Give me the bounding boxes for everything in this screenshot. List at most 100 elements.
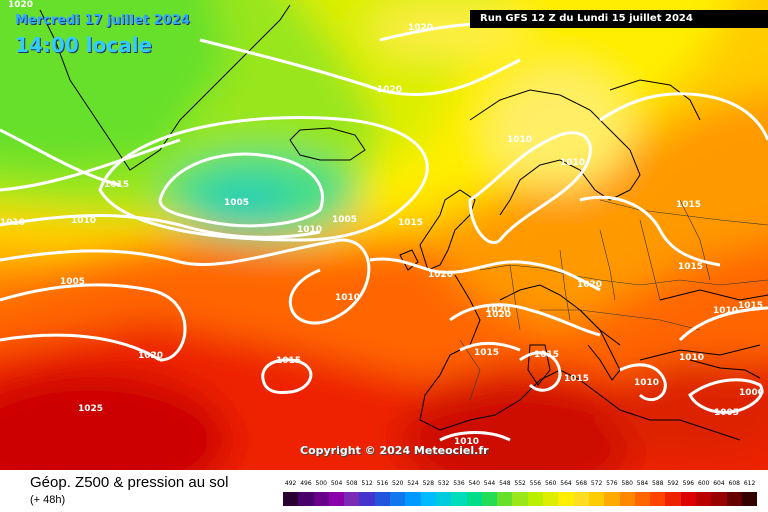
model-run-label: Run GFS 12 Z du Lundi 15 juillet 2024 [470, 10, 768, 28]
isobar-label: 1010 [507, 135, 532, 145]
isobar-labels: 1020 1020 1015 1005 1010 1005 1010 1010 … [0, 23, 764, 447]
scale-color-swatch [420, 492, 436, 506]
scale-color-swatch [634, 492, 651, 506]
isobar-label: 1020 [408, 23, 433, 33]
scale-value-label: 580 [621, 480, 633, 487]
scale-color-swatch [435, 492, 452, 506]
scale-value-label: 568 [575, 480, 588, 487]
color-scale-labels: 492 496 500 504 508 512 516 520 524 528 532 536 540 5… [283, 480, 757, 490]
scale-value-label: 524 [407, 480, 419, 487]
geopotential-field [0, 0, 768, 470]
scale-value-label: 564 [560, 480, 572, 487]
isobar-label: 1010 [454, 437, 479, 447]
scale-color-swatch [558, 492, 574, 506]
scale-value-label: 536 [453, 480, 465, 487]
scale-color-swatch [359, 492, 375, 506]
scale-value-label: 588 [652, 480, 664, 487]
isobar-label: 1015 [534, 350, 559, 360]
scale-color-swatch [741, 492, 758, 506]
isobar-label: 1000 [739, 388, 764, 398]
isobar-label: 1020 [485, 305, 510, 315]
scale-value-label: 500 [315, 480, 327, 487]
scale-value-label: 576 [606, 480, 618, 487]
map-canvas: 1020 1020 1015 1005 1010 1005 1010 1010 … [0, 0, 768, 470]
scale-color-swatch [711, 492, 727, 506]
isobar-label: 1005 [714, 408, 739, 418]
isobar-label: 1010 [679, 353, 704, 363]
scale-value-label: 504 [330, 480, 343, 487]
isobar-label: 1020 [377, 85, 402, 95]
scale-color-swatch [328, 492, 345, 506]
isobar-label: 1020 [486, 310, 511, 320]
isobar-label: 1015 [738, 301, 763, 311]
country-borders [459, 199, 768, 401]
scale-value-label: 584 [636, 480, 649, 487]
scale-color-swatch [604, 492, 620, 506]
scale-value-label: 520 [392, 480, 404, 487]
scale-value-label: 608 [728, 480, 740, 487]
isobar-label: 1015 [676, 200, 701, 210]
scale-value-label: 592 [667, 480, 679, 487]
scale-color-swatch [298, 492, 314, 506]
color-scale-bar [283, 492, 758, 506]
scale-color-swatch [390, 492, 406, 506]
scale-color-swatch [543, 492, 559, 506]
isobar-label: 1015 [104, 180, 129, 190]
scale-color-swatch [619, 492, 635, 506]
isobar-label: 1010 [71, 216, 96, 226]
legend-footer: Géop. Z500 & pression au sol (+ 48h) 492… [0, 470, 768, 512]
isobar-label: 1015 [276, 356, 301, 366]
scale-color-swatch [512, 492, 528, 506]
scale-value-label: 596 [682, 480, 695, 487]
scale-color-swatch [451, 492, 467, 506]
isobar-label: 1005 [224, 198, 249, 208]
scale-color-swatch [665, 492, 681, 506]
scale-value-label: 512 [361, 480, 373, 487]
isobar-label: 1005 [332, 215, 357, 225]
scale-value-label: 560 [544, 480, 557, 487]
isobar-label: 1005 [60, 277, 85, 287]
scale-value-label: 548 [499, 480, 511, 487]
isobar-label: 1010 [713, 306, 738, 316]
scale-value-label: 508 [346, 480, 358, 487]
scale-value-label: 572 [590, 480, 603, 487]
legend-title: Géop. Z500 & pression au sol [30, 474, 229, 491]
scale-value-label: 612 [743, 480, 756, 487]
scale-color-swatch [588, 492, 605, 506]
scale-color-swatch [481, 492, 498, 506]
scale-value-label: 492 [284, 480, 297, 487]
isobar-label: 1015 [474, 348, 499, 358]
scale-value-label: 544 [483, 480, 496, 487]
scale-color-swatch [650, 492, 666, 506]
isobar-label: 1020 [428, 270, 453, 280]
forecast-time: 14:00 locale [15, 33, 152, 57]
isobar-label: 1010 [634, 378, 659, 388]
scale-value-label: 604 [713, 480, 725, 487]
scale-color-swatch [573, 492, 589, 506]
scale-color-swatch [680, 492, 697, 506]
isobars [0, 22, 768, 442]
scale-value-label: 532 [437, 480, 450, 487]
isobar-label: 1015 [398, 218, 423, 228]
scale-color-swatch [466, 492, 482, 506]
legend-subtitle: (+ 48h) [30, 494, 66, 506]
scale-value-label: 516 [376, 480, 389, 487]
isobar-label: 1010 [297, 225, 322, 235]
scale-value-label: 552 [514, 480, 526, 487]
scale-color-swatch [696, 492, 712, 506]
coastlines [39, 4, 768, 441]
scale-color-swatch [283, 492, 299, 506]
scale-color-swatch [374, 492, 391, 506]
isobar-label: 1025 [78, 404, 103, 414]
scale-value-label: 600 [697, 480, 710, 487]
scale-value-label: 556 [529, 480, 542, 487]
isobar-label: 1010 [335, 293, 360, 303]
scale-color-swatch [527, 492, 544, 506]
scale-color-swatch [726, 492, 742, 506]
scale-value-label: 540 [468, 480, 480, 487]
isobar-label: 1010 [0, 218, 25, 228]
copyright-text: Copyright © 2024 Meteociel.fr [300, 444, 489, 457]
scale-color-swatch [497, 492, 513, 506]
scale-color-swatch [313, 492, 329, 506]
isobar-label: 1020 [138, 351, 163, 361]
